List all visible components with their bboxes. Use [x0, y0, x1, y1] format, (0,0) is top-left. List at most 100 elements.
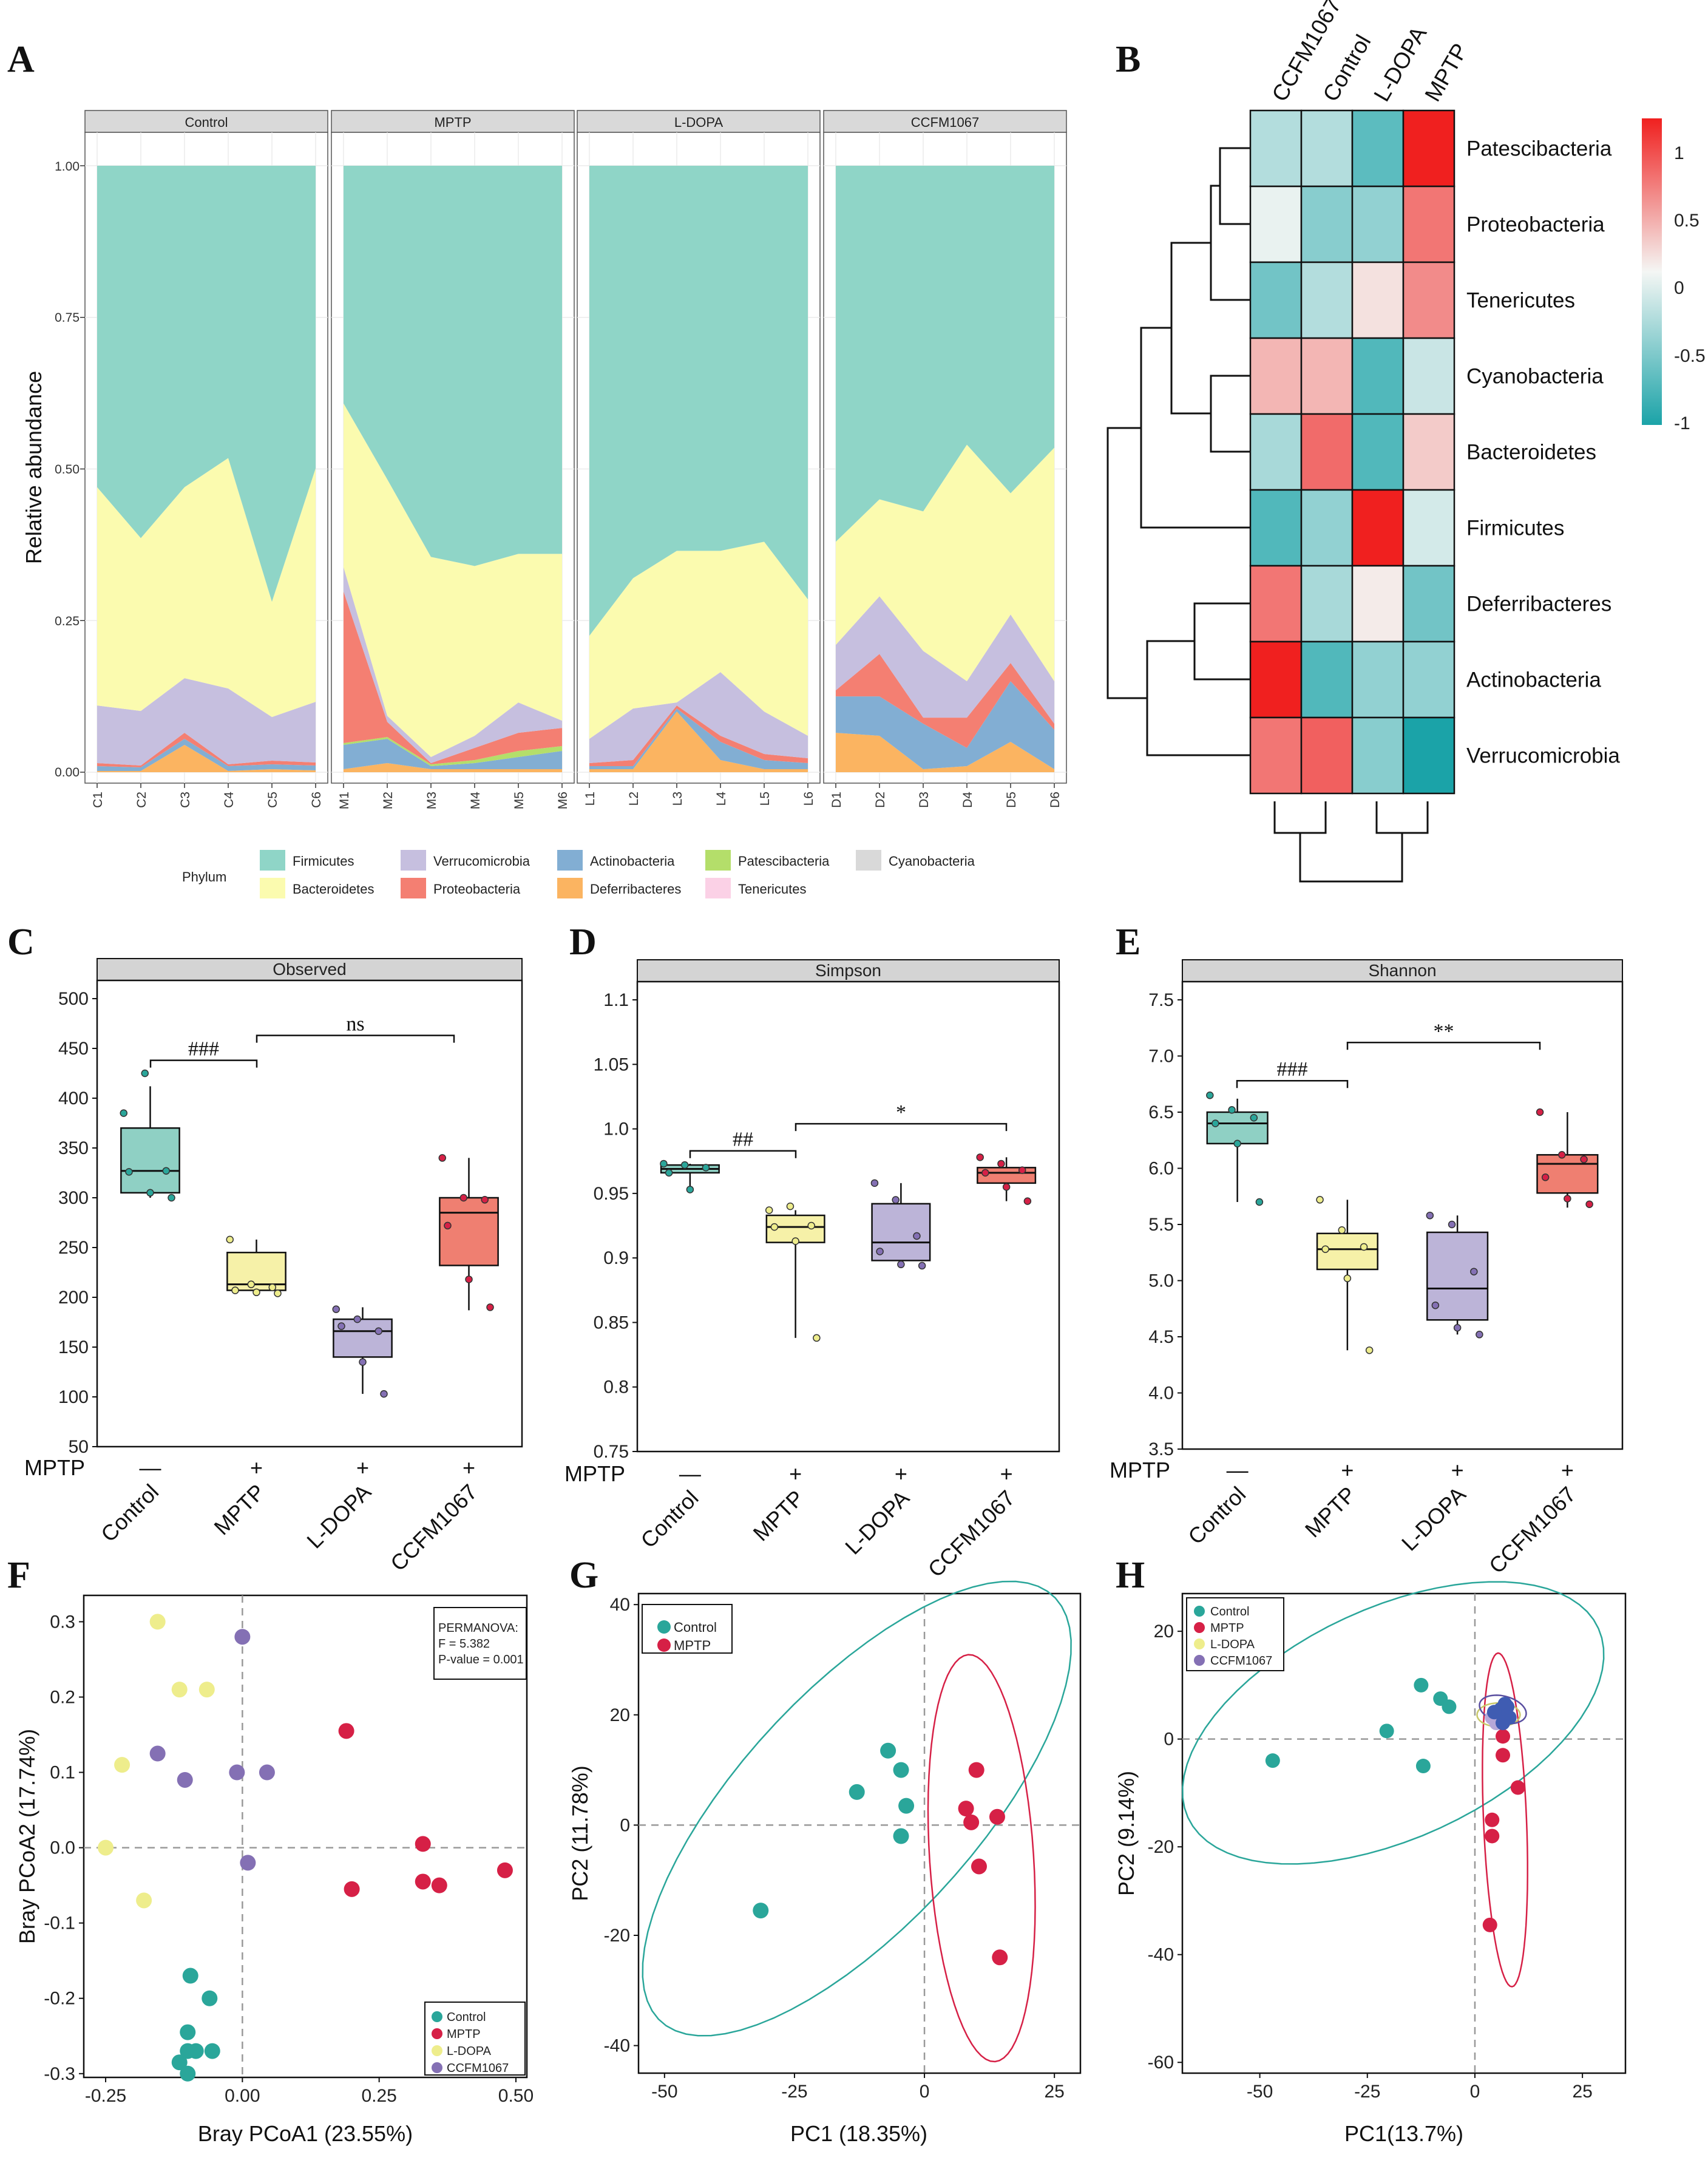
- panel-d-simpson-boxplot: Simpson 0.75 0.8 0.85 0.9 0.95 1.0 1.05 1.1 ## * MP…: [564, 959, 1060, 1582]
- heatmap-cell-actinobacteria-control: [1300, 640, 1354, 719]
- panel-label-c: C: [7, 922, 35, 963]
- box-body: [1206, 1111, 1269, 1145]
- data-point: [465, 1275, 473, 1283]
- area-deferribacteres: [589, 711, 808, 772]
- heatmap-cell-firmicutes-mptp: [1402, 489, 1456, 567]
- data-point: [168, 1194, 175, 1202]
- xtick-l4: L4: [714, 792, 728, 806]
- heatmap-cell-bacteroidetes-l-dopa: [1351, 413, 1405, 491]
- data-point: [786, 1202, 795, 1211]
- ytick-label: 0: [620, 1815, 630, 1835]
- legend-label-bacteroidetes: Bacteroidetes: [293, 881, 374, 897]
- heatmap-cell-actinobacteria-l-dopa: [1351, 640, 1405, 719]
- area-verrucomicrobia: [836, 596, 1054, 724]
- point-control: [1379, 1723, 1394, 1739]
- point-ccfm1067: [240, 1855, 256, 1871]
- ytick-label: 150: [58, 1337, 89, 1357]
- heatmap-cell-deferribacteres-mptp: [1402, 565, 1456, 643]
- panel-f-legend-mptp: MPTP: [447, 2028, 481, 2041]
- data-point: [481, 1196, 489, 1204]
- point-control: [180, 2024, 196, 2040]
- box-body: [120, 1127, 180, 1194]
- data-point: [332, 1305, 340, 1313]
- plot-frame: [636, 980, 1060, 1453]
- box-mptp: [1316, 1196, 1378, 1354]
- xtick-label: -25: [781, 2082, 807, 2102]
- point-ccfm1067: [1486, 1705, 1502, 1720]
- panel-h-legend-dot-ccfm1067: [1194, 1655, 1205, 1666]
- xtick-d2: D2: [873, 792, 887, 808]
- xtick-m2: M2: [381, 792, 395, 809]
- bracket-label-sig1: ###: [188, 1038, 219, 1061]
- significance-bracket: ###: [1236, 1058, 1349, 1088]
- box-control: [1206, 1092, 1269, 1206]
- xtick-c5: C5: [266, 792, 280, 808]
- xtick-m6: M6: [556, 792, 570, 809]
- ytick-label: 0.3: [50, 1612, 75, 1632]
- heatmap-cell-patescibacteria-mptp: [1402, 109, 1456, 188]
- facet-ccfm1067: CCFM1067 D1 D2 D3 D4 D5 D6: [823, 110, 1067, 808]
- heatmap-cell-verrucomicrobia-control: [1300, 716, 1354, 795]
- data-point: [1431, 1301, 1440, 1309]
- facet-strip: [577, 110, 821, 133]
- row-label-bacteroidetes: Bacteroidetes: [1466, 441, 1596, 464]
- area-bacteroidetes: [589, 542, 808, 739]
- legend-swatch-firmicutes: [260, 850, 285, 871]
- panel-f-pcoa: Bray PCoA1 (23.55%) Bray PCoA2 (17.74%) …: [15, 1594, 534, 2146]
- xtick-m5: M5: [512, 792, 526, 809]
- ytick-label: -60: [1148, 2053, 1174, 2073]
- xtick-d5: D5: [1005, 792, 1018, 808]
- legend-swatch-actinobacteria: [557, 850, 583, 871]
- panel-f-legend-ccfm1067: CCFM1067: [447, 2062, 509, 2075]
- heatmap-cell-cyanobacteria-ccfm1067: [1249, 337, 1303, 415]
- panel-b-colorbar: [1642, 118, 1662, 425]
- area-bacteroidetes: [836, 444, 1054, 682]
- panel-f-legend-control: Control: [447, 2011, 486, 2024]
- data-point: [686, 1186, 694, 1194]
- panel-f-legend-ldopa: L-DOPA: [447, 2045, 492, 2058]
- panel-f-perm-p: P-value = 0.001: [438, 1653, 524, 1666]
- panel-b-cells: [1249, 109, 1456, 795]
- data-point: [1018, 1166, 1026, 1174]
- ytick-label: 5.5: [1148, 1215, 1174, 1235]
- ytick-label: 1.0: [603, 1119, 629, 1139]
- ytick-label: 0.9: [603, 1248, 629, 1268]
- xtick-label: 0: [920, 2082, 930, 2102]
- panel-h-legend-ldopa: L-DOPA: [1210, 1638, 1255, 1651]
- data-point: [897, 1260, 905, 1269]
- ytick-label: -0.3: [44, 2064, 75, 2084]
- bracket-label-sig2: ns: [346, 1013, 364, 1036]
- area-proteobacteria: [836, 654, 1054, 749]
- panel-h-legend: Control MPTP L-DOPA CCFM1067: [1186, 1597, 1284, 1671]
- data-point: [1426, 1211, 1434, 1220]
- panel-f-permanova-box: PERMANOVA: F = 5.382 P-value = 0.001: [433, 1607, 527, 1680]
- data-point: [892, 1196, 900, 1204]
- point-mptp: [338, 1723, 354, 1739]
- data-point: [807, 1221, 815, 1230]
- data-point: [791, 1237, 799, 1245]
- box-body: [439, 1197, 499, 1266]
- panel-b-row-dendrogram: [1106, 147, 1250, 756]
- point-l-dopa: [136, 1892, 152, 1909]
- data-point: [1470, 1268, 1478, 1275]
- point-mptp: [1496, 1729, 1511, 1744]
- area-verrucomicrobia: [589, 672, 808, 764]
- data-point: [1476, 1331, 1483, 1339]
- box-control: [660, 1160, 720, 1194]
- panel-g-frame: [637, 1592, 1082, 2074]
- data-point: [665, 1169, 673, 1177]
- mptp-row-label: MPTP: [24, 1455, 85, 1480]
- ytick-label: 40: [610, 1595, 630, 1615]
- point-control: [182, 1968, 198, 1984]
- significance-bracket: ###: [149, 1038, 258, 1068]
- area-proteobacteria: [97, 733, 316, 768]
- ytick-label: 4.0: [1148, 1384, 1174, 1404]
- data-point: [660, 1160, 668, 1168]
- mptp-sign: +: [1341, 1458, 1354, 1482]
- panel-f-plot: -0.25 0.00 0.25 0.50 -0.3 -0.2 -0.1 0.0 0.1 0.2 0.…: [44, 1595, 534, 2106]
- point-control: [1265, 1753, 1280, 1768]
- panel-b-heatmap: Patescibacteria Proteobacteria Tenericutes…: [1106, 0, 1706, 883]
- panel-a-ytick-2: 0.50: [55, 463, 80, 477]
- point-control: [893, 1762, 909, 1778]
